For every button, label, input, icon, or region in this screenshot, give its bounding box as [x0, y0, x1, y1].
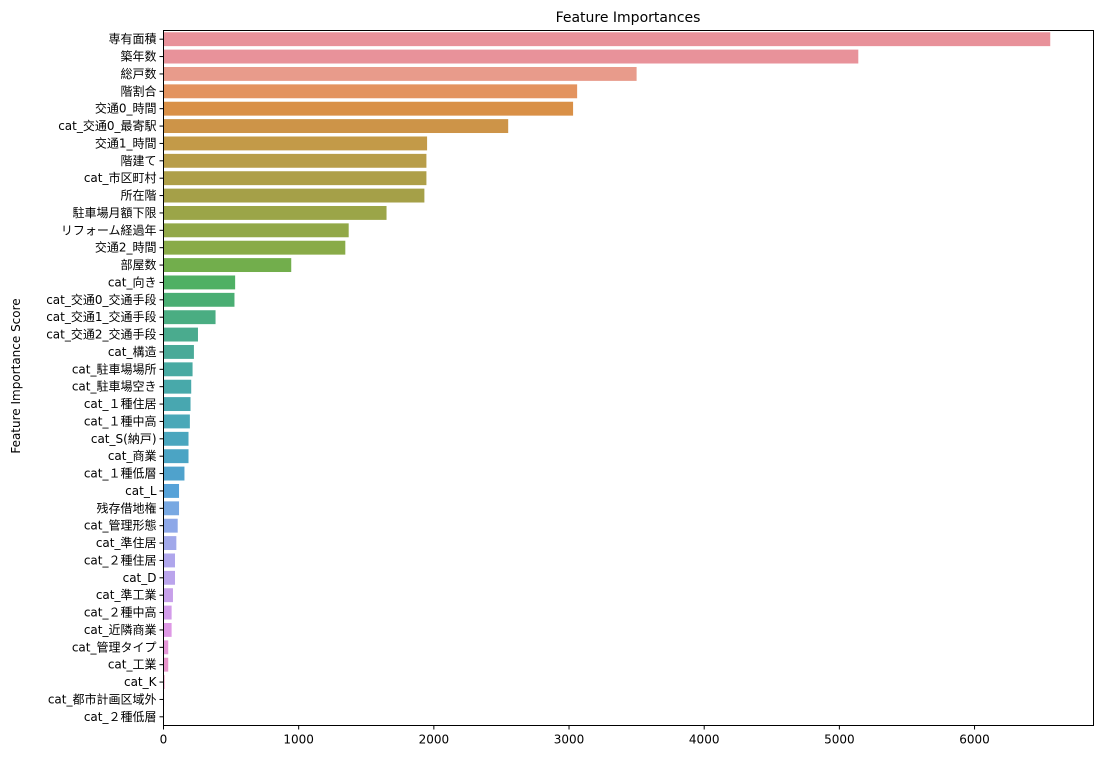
y-tick-label: 総戸数 — [120, 66, 156, 81]
y-tick-label: cat_工業 — [108, 658, 157, 672]
bar — [163, 101, 574, 116]
y-tick-label: 築年数 — [120, 49, 156, 64]
y-tick-label: 階建て — [120, 153, 156, 168]
y-tick-label: cat_準住居 — [96, 535, 157, 550]
y-tick-label: cat_交通2_交通手段 — [46, 327, 156, 342]
bar — [163, 518, 178, 533]
y-tick-label: cat_都市計画区域外 — [48, 691, 157, 706]
bar — [163, 310, 216, 325]
y-tick-label: 階割合 — [120, 83, 156, 98]
bar — [163, 483, 180, 498]
bar — [163, 171, 427, 186]
bar — [163, 49, 859, 64]
bar — [163, 588, 173, 603]
x-tick-label: 0 — [160, 733, 168, 747]
x-tick-label: 2000 — [419, 733, 450, 747]
y-tick-label: cat_２種住居 — [84, 553, 157, 567]
y-tick-label: cat_S(納戸) — [91, 432, 157, 446]
bar — [163, 136, 428, 151]
bar — [163, 640, 169, 655]
bar — [163, 449, 189, 464]
y-tick-label: cat_市区町村 — [84, 170, 157, 185]
bar — [163, 258, 292, 273]
bar — [163, 466, 185, 481]
chart-title: Feature Importances — [556, 10, 701, 26]
y-tick-label: cat_交通0_交通手段 — [46, 292, 156, 307]
bar — [163, 605, 172, 620]
y-tick-label: cat_２種中高 — [84, 605, 157, 620]
x-tick-label: 3000 — [554, 733, 585, 747]
bar — [163, 153, 427, 168]
y-tick-label: cat_１種住居 — [84, 397, 157, 411]
bar — [163, 240, 346, 255]
bar — [163, 362, 193, 377]
bar — [163, 397, 191, 412]
y-tick-label: cat_２種低層 — [84, 710, 157, 724]
bar — [163, 501, 180, 516]
bar — [163, 657, 169, 672]
y-tick-label: cat_１種低層 — [84, 467, 157, 481]
plot-frame — [163, 30, 1094, 726]
y-tick-label: cat_交通0_最寄駅 — [58, 118, 156, 133]
y-tick-label: cat_準工業 — [96, 587, 157, 602]
y-tick-label: 残存借地権 — [96, 500, 156, 515]
y-tick-label: cat_向き — [108, 274, 157, 289]
y-tick-label: 所在階 — [120, 188, 156, 203]
y-tick-label: 駐車場月額下限 — [72, 205, 156, 220]
x-tick-label: 5000 — [824, 733, 855, 747]
y-tick-label: 交通2_時間 — [95, 240, 157, 255]
y-tick-label: cat_L — [125, 484, 157, 498]
bars-group — [163, 32, 1051, 724]
y-tick-label: cat_商業 — [108, 448, 157, 463]
y-tick-label: cat_管理タイプ — [72, 639, 157, 654]
y-tick-label: 部屋数 — [120, 257, 156, 272]
bar — [163, 379, 192, 394]
y-tick-label: cat_管理形態 — [84, 518, 157, 533]
bar — [163, 553, 175, 568]
y-tick-label: 交通1_時間 — [95, 135, 157, 150]
y-tick-label: 専有面積 — [108, 31, 156, 46]
x-tick-label: 6000 — [959, 733, 990, 747]
bar — [163, 622, 172, 637]
bar — [163, 327, 198, 342]
bar — [163, 32, 1051, 47]
x-ticks-group: 0 1000 2000 3000 4000 5000 6000 — [160, 725, 990, 747]
bar — [163, 188, 425, 203]
bar — [163, 536, 177, 551]
y-tick-label: cat_D — [123, 571, 157, 585]
x-tick-label: 4000 — [689, 733, 720, 747]
bar — [163, 292, 235, 307]
bar — [163, 275, 236, 290]
y-tick-label: cat_駐車場場所 — [72, 361, 157, 376]
y-tick-label: cat_駐車場空き — [72, 379, 157, 394]
bar — [163, 84, 578, 99]
bar — [163, 344, 194, 359]
bar — [163, 205, 387, 220]
bar — [163, 414, 190, 429]
bar — [163, 223, 349, 238]
bar — [163, 119, 509, 134]
y-tick-label: cat_１種中高 — [84, 413, 157, 428]
x-tick-label: 1000 — [283, 733, 314, 747]
bar — [163, 431, 189, 446]
bar — [163, 675, 165, 690]
y-axis-label: Feature Importance Score — [9, 298, 23, 453]
y-tick-label: cat_近隣商業 — [84, 622, 157, 637]
y-tick-label: 交通0_時間 — [95, 101, 157, 116]
bar — [163, 66, 637, 81]
y-tick-label: cat_交通1_交通手段 — [46, 309, 156, 324]
y-tick-label: リフォーム経過年 — [61, 223, 157, 237]
bar — [163, 570, 175, 585]
y-tick-label: cat_構造 — [108, 345, 157, 359]
y-tick-label: cat_K — [124, 675, 158, 689]
